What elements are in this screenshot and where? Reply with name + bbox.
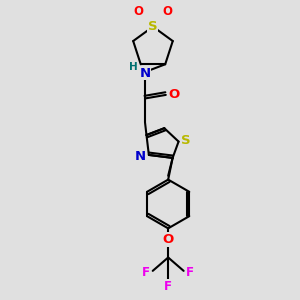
- Text: N: N: [140, 67, 151, 80]
- Text: H: H: [129, 62, 137, 72]
- Text: S: S: [148, 20, 158, 33]
- Text: F: F: [142, 266, 150, 279]
- Text: F: F: [164, 280, 172, 293]
- Text: O: O: [163, 233, 174, 246]
- Text: O: O: [134, 5, 144, 18]
- Text: O: O: [169, 88, 180, 101]
- Text: S: S: [181, 134, 191, 147]
- Text: N: N: [135, 150, 146, 163]
- Text: F: F: [186, 266, 194, 279]
- Text: O: O: [162, 5, 172, 18]
